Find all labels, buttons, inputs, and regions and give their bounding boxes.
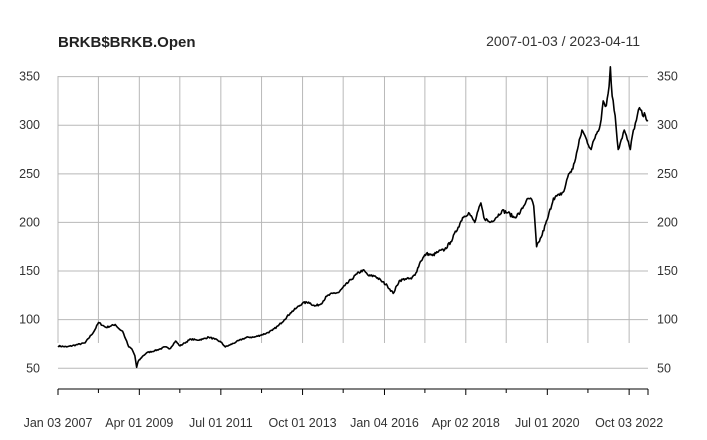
series-line-open [57, 66, 649, 369]
x-tick-label: Jul 01 2020 [515, 416, 580, 430]
x-tick-label: Jan 03 2007 [24, 416, 93, 430]
x-tick-label: Oct 03 2022 [595, 416, 663, 430]
y-tick-label-right: 100 [657, 313, 678, 327]
series-layer [57, 66, 649, 369]
y-axis-left: 50 100 150 200 250 300 350 [19, 70, 40, 376]
y-tick-label-left: 300 [19, 118, 40, 132]
x-tick-label: Apr 01 2009 [105, 416, 173, 430]
y-tick-label-left: 250 [19, 167, 40, 181]
date-range: 2007-01-03 / 2023-04-11 [486, 33, 640, 49]
x-tick-label: Jan 04 2016 [350, 416, 419, 430]
y-axis-right: 50 100 150 200 250 300 350 [657, 70, 678, 376]
chart-title: BRKB$BRKB.Open [58, 34, 196, 51]
y-tick-label-right: 350 [657, 70, 678, 84]
grid-lines [57, 76, 648, 369]
y-tick-label-left: 50 [26, 361, 40, 375]
y-tick-label-right: 150 [657, 264, 678, 278]
x-axis: Jan 03 2007 Apr 01 2009 Jul 01 2011 Oct 01 … [24, 388, 663, 430]
y-tick-label-right: 250 [657, 167, 678, 181]
x-tick-label: Apr 02 2018 [432, 416, 500, 430]
y-tick-label-right: 200 [657, 215, 678, 229]
y-tick-label-left: 200 [19, 215, 40, 229]
x-tick-label: Jul 01 2011 [189, 416, 253, 430]
y-tick-label-right: 300 [657, 118, 678, 132]
y-tick-label-left: 150 [19, 264, 40, 278]
x-tick-label: Oct 01 2013 [269, 416, 337, 430]
y-tick-label-left: 100 [19, 313, 40, 327]
y-tick-label-left: 350 [19, 70, 40, 84]
y-tick-label-right: 50 [657, 361, 671, 375]
